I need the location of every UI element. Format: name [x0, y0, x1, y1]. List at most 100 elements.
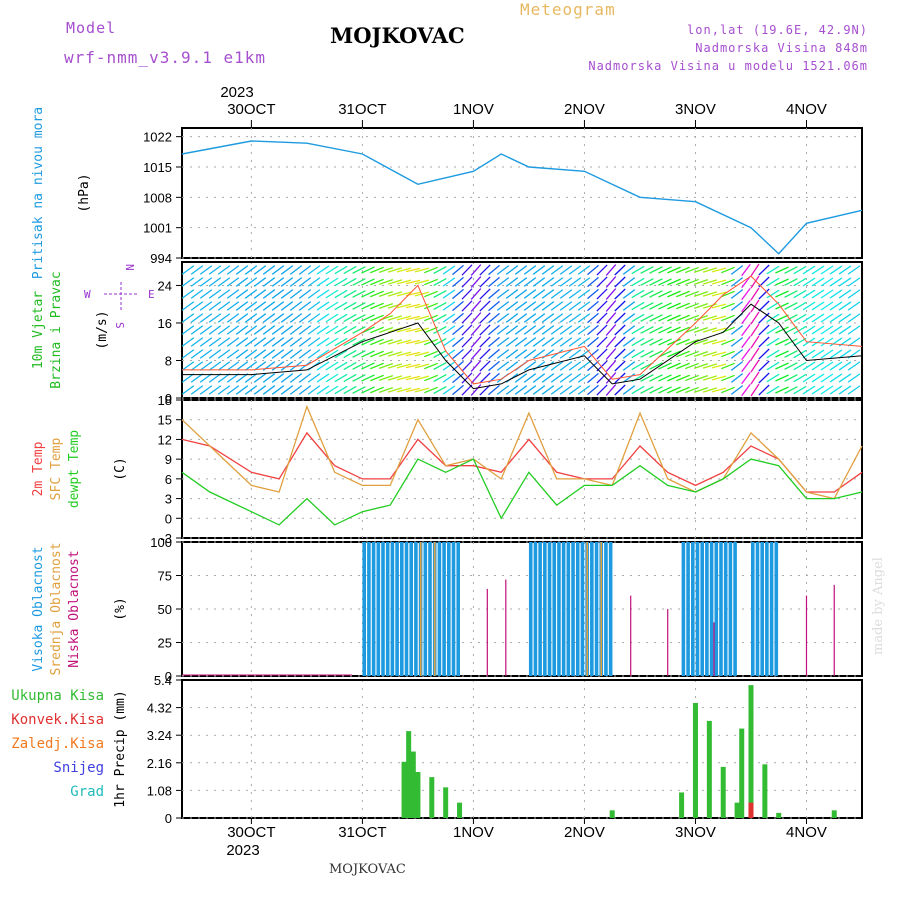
- wind-arrow: [811, 313, 825, 323]
- day-label-top: 2NOV: [564, 101, 605, 118]
- wind-arrow: [442, 301, 456, 311]
- wind-arrow: [614, 300, 626, 312]
- wind-arrow: [596, 300, 608, 312]
- cloud-high-bar: [423, 542, 428, 676]
- wind-arrow: [614, 384, 626, 396]
- model-name: wrf-nmm_v3.9.1 e1km: [64, 48, 267, 67]
- wind-arrow: [280, 349, 294, 359]
- wind-arrow: [631, 337, 645, 347]
- wind-arrow: [442, 277, 456, 287]
- wind-arrow: [488, 288, 500, 300]
- wind-arrow: [559, 313, 573, 323]
- wind-arrow: [298, 361, 312, 371]
- wind-arrow: [829, 313, 843, 323]
- wind-arrow: [847, 289, 861, 299]
- wind-arrow: [750, 299, 760, 313]
- ytick-label-temp: 18: [158, 393, 172, 408]
- precip-bar-ukupna kisa: [609, 810, 615, 818]
- wind-arrow: [414, 363, 430, 369]
- wind-arrow: [784, 314, 798, 322]
- wind-arrow: [244, 325, 258, 335]
- wind-arrow: [605, 300, 617, 312]
- wind-arrows: [181, 263, 861, 397]
- ylabel-temp: 2m Temp: [31, 441, 46, 496]
- wind-arrow: [334, 337, 348, 347]
- wind-arrow: [667, 326, 681, 334]
- wind-arrow: [405, 267, 421, 273]
- wind-arrow: [253, 265, 267, 275]
- wind-arrow: [442, 265, 456, 275]
- ylabel-temp: (C): [113, 457, 128, 480]
- wind-arrow: [784, 374, 798, 382]
- footer-station: MOJKOVAC: [329, 862, 406, 877]
- wind-arrow: [514, 313, 528, 323]
- wind-arrow: [614, 312, 626, 324]
- wind-arrow: [693, 351, 709, 357]
- wind-arrow: [587, 336, 599, 348]
- wind-arrow: [262, 337, 276, 347]
- panel-pressure-frame: [181, 127, 863, 259]
- wind-arrow: [784, 338, 798, 346]
- wind-speed-line: [182, 303, 863, 390]
- wind-arrow: [298, 289, 312, 299]
- wind-arrow: [325, 337, 339, 347]
- wind-arrow: [649, 290, 663, 298]
- wind-arrow: [750, 335, 760, 349]
- wind-arrow: [721, 362, 735, 370]
- wind-arrow: [414, 279, 430, 285]
- wind-arrow: [488, 300, 500, 312]
- wind-arrow: [730, 289, 744, 299]
- wind-arrow: [226, 349, 240, 359]
- wind-arrow: [802, 325, 816, 335]
- wind-arrow: [838, 361, 852, 371]
- wind-arrow: [658, 350, 672, 358]
- wind-arrow: [667, 374, 681, 382]
- wind-arrow: [649, 362, 663, 370]
- wind-arrow: [775, 302, 789, 310]
- ytick-label-precip: 2.16: [147, 756, 172, 771]
- wind-arrow: [750, 371, 760, 385]
- wind-arrow: [741, 275, 751, 289]
- wind-arrow: [289, 277, 303, 287]
- wind-arrow: [568, 265, 582, 275]
- wind-arrow: [676, 350, 690, 358]
- wind-arrow: [253, 277, 267, 287]
- wind-arrow: [631, 289, 645, 299]
- wind-arrow: [307, 325, 321, 335]
- wind-arrow: [378, 339, 394, 345]
- cloud-high-bar: [774, 542, 779, 676]
- ytick-label-cloud: 25: [158, 636, 172, 651]
- cloud-mid-bar: [600, 542, 603, 676]
- wind-arrow: [514, 265, 528, 275]
- wind-arrow: [479, 276, 491, 288]
- wind-arrow: [614, 276, 626, 288]
- wind-arrow: [559, 277, 573, 287]
- wind-arrow: [667, 266, 681, 274]
- wind-arrow: [226, 301, 240, 311]
- day-label-top: 3NOV: [675, 101, 716, 118]
- wind-arrow: [307, 301, 321, 311]
- wind-arrow: [587, 384, 599, 396]
- wind-arrow: [387, 291, 403, 297]
- wind-arrow: [325, 349, 339, 359]
- wind-arrow: [820, 373, 834, 383]
- wind-arrow: [289, 325, 303, 335]
- wind-arrow: [505, 325, 519, 335]
- wind-arrow: [280, 301, 294, 311]
- wind-arrow: [325, 265, 339, 275]
- wind-arrow: [838, 289, 852, 299]
- wind-arrow: [370, 278, 384, 286]
- wind-arrow: [253, 289, 267, 299]
- wind-arrow: [262, 301, 276, 311]
- wind-arrow: [750, 275, 760, 289]
- wind-arrow: [730, 325, 744, 335]
- wind-arrow: [702, 339, 718, 345]
- wind-arrow: [235, 265, 249, 275]
- wind-arrow: [802, 301, 816, 311]
- ytick-label-precip: 5.4: [154, 673, 172, 688]
- wind-arrow: [766, 361, 780, 371]
- wind-arrow: [514, 337, 528, 347]
- wind-arrow: [479, 336, 491, 348]
- wind-arrow: [343, 325, 357, 335]
- wind-arrow: [622, 277, 636, 287]
